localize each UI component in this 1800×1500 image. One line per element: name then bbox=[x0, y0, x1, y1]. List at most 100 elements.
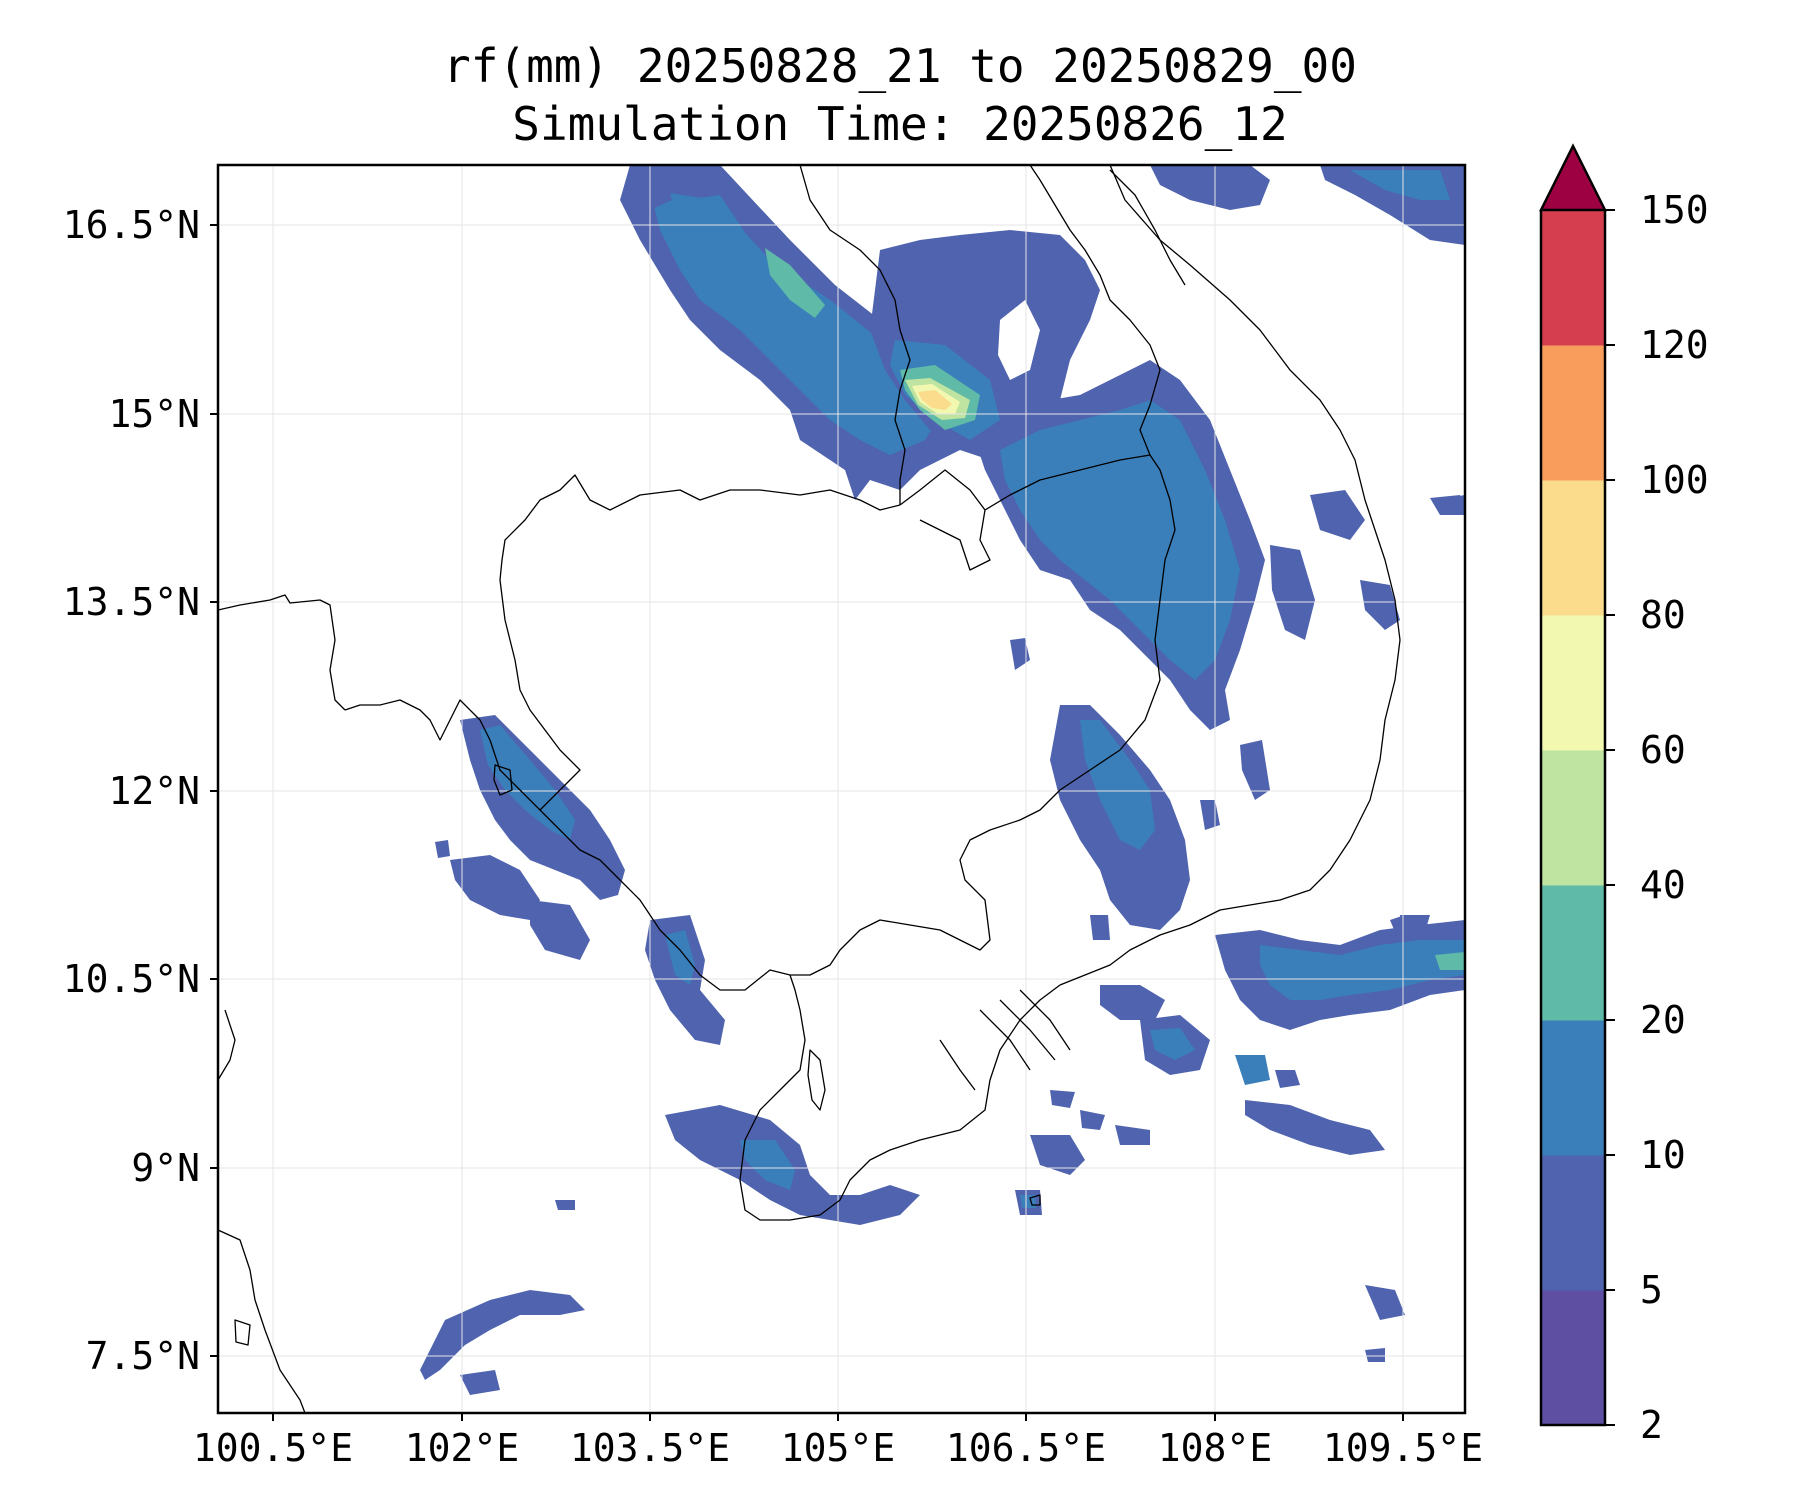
colorbar-segment bbox=[1541, 885, 1605, 1021]
rain-chanthaburi-mid bbox=[480, 725, 575, 840]
rain-highlands-dot bbox=[1010, 638, 1030, 670]
island-phu-quoc bbox=[807, 1049, 826, 1111]
island-con-dao bbox=[1029, 1194, 1041, 1206]
colorbar-segment bbox=[1541, 480, 1605, 616]
y-tick-label: 16.5°N bbox=[62, 203, 200, 247]
border-laos-thailand bbox=[899, 469, 991, 571]
rain-gulf-camau-mid bbox=[740, 1140, 795, 1190]
rain-scs-dot4 bbox=[1080, 1110, 1105, 1130]
y-tick-label: 13.5°N bbox=[62, 580, 200, 624]
colorbar-outline bbox=[1539, 210, 1607, 1427]
x-tick-label: 103.5°E bbox=[569, 1426, 731, 1470]
colorbar-tick-label: 2 bbox=[1640, 1403, 1663, 1447]
rain-laos-white-gap bbox=[998, 300, 1040, 380]
colorbar-tick-label: 20 bbox=[1640, 998, 1686, 1042]
x-tick-marks bbox=[272, 1413, 1404, 1421]
chart-title-line1: rf(mm) 20250828_21 to 20250829_00 bbox=[443, 39, 1357, 93]
colorbar-tick-label: 10 bbox=[1640, 1133, 1686, 1177]
colorbar-segment bbox=[1541, 345, 1605, 481]
border-laos-thailand-north bbox=[799, 165, 911, 505]
rain-ne-dot bbox=[1435, 495, 1465, 512]
colorbar-tick-label: 120 bbox=[1640, 323, 1709, 367]
rain-chanthaburi-south bbox=[530, 900, 590, 960]
border-cambodia-vietnam bbox=[790, 454, 1176, 976]
rain-ne-dot3 bbox=[1365, 1348, 1385, 1362]
colorbar bbox=[1538, 143, 1615, 1427]
colorbar-segment bbox=[1541, 750, 1605, 886]
rain-gulf-band-east bbox=[1030, 1135, 1085, 1175]
delta-channels bbox=[939, 989, 1071, 1091]
coastline-ne-detail bbox=[1109, 169, 1186, 286]
colorbar-segment bbox=[1541, 615, 1605, 751]
rain-coast-dot bbox=[435, 840, 450, 858]
rain-scs-peak bbox=[1435, 952, 1465, 970]
colorbar-tick-label: 5 bbox=[1640, 1268, 1663, 1312]
rain-scs-inner bbox=[1150, 1028, 1195, 1060]
rain-laos-peak bbox=[918, 390, 952, 410]
island-ko-samui bbox=[234, 1319, 251, 1346]
y-tick-label: 9°N bbox=[131, 1146, 200, 1190]
y-tick-label: 12°N bbox=[108, 769, 200, 813]
colorbar-segment bbox=[1541, 210, 1605, 346]
rain-band-nw-peak bbox=[765, 248, 825, 318]
y-tick-label: 15°N bbox=[108, 392, 200, 436]
rain-scs-mid bbox=[1260, 940, 1465, 1000]
border-cambodia-thailand bbox=[499, 474, 901, 811]
rain-highlands-coast2 bbox=[1360, 580, 1400, 630]
x-tick-label: 108°E bbox=[1157, 1426, 1273, 1470]
colorbar-tick-marks bbox=[1605, 209, 1615, 1426]
rain-southern-gulf bbox=[420, 1290, 585, 1380]
colorbar-tick-label: 100 bbox=[1640, 458, 1709, 502]
colorbar-extend-arrow bbox=[1538, 143, 1608, 212]
y-tick-label: 10.5°N bbox=[62, 957, 200, 1001]
x-tick-label: 102°E bbox=[404, 1426, 520, 1470]
map-gridlines bbox=[218, 165, 1465, 1413]
rain-highlands-east2 bbox=[1240, 740, 1270, 800]
rain-scs-dot5 bbox=[1115, 1125, 1150, 1145]
rain-gulf-camau bbox=[665, 1105, 920, 1225]
colorbar-tick-label: 150 bbox=[1640, 188, 1709, 232]
rain-kampot-inner bbox=[665, 930, 695, 985]
colorbar-segment bbox=[1541, 1290, 1605, 1426]
rain-scs-south-band bbox=[1245, 1100, 1385, 1155]
colorbar-tick-label: 40 bbox=[1640, 863, 1686, 907]
border-laos-vietnam bbox=[1029, 165, 1161, 456]
colorbar-tick-label: 80 bbox=[1640, 593, 1686, 637]
rain-scs-dot3 bbox=[1050, 1090, 1075, 1108]
coastline-thailand-west bbox=[218, 1229, 306, 1413]
y-tick-label: 7.5°N bbox=[85, 1334, 200, 1378]
rain-ne-corner-1 bbox=[1150, 165, 1270, 210]
map-frame bbox=[216, 163, 1467, 1415]
colorbar-tick-label: 60 bbox=[1640, 728, 1686, 772]
x-tick-label: 105°E bbox=[780, 1426, 896, 1470]
coastline-vietnam bbox=[1059, 165, 1401, 986]
border-thailand-myanmar bbox=[218, 1009, 236, 1081]
rain-band-nw-patch bbox=[632, 172, 672, 210]
rain-central-highlands-mid bbox=[1000, 400, 1240, 680]
border-laos-cambodia bbox=[984, 454, 1151, 511]
rain-highlands-east bbox=[1270, 545, 1315, 640]
island-koh-kong bbox=[493, 764, 513, 796]
rain-southern-gulf-dot bbox=[460, 1370, 500, 1395]
rain-ne-corner-2-mid bbox=[1350, 170, 1450, 200]
rain-band-nw-inner bbox=[685, 195, 750, 270]
rain-chanthaburi-west bbox=[450, 855, 540, 920]
rain-border-dot2 bbox=[1090, 915, 1110, 940]
rain-scs-dot2 bbox=[1275, 1070, 1300, 1088]
rain-border-mid bbox=[1080, 720, 1155, 850]
map-panel bbox=[218, 165, 1465, 1413]
rain-highlands-coast bbox=[1310, 490, 1365, 540]
rain-ne-dot5 bbox=[1400, 915, 1430, 932]
colorbar-segment bbox=[1541, 1020, 1605, 1156]
rain-scs-dot bbox=[1235, 1055, 1270, 1085]
rain-gulf-dot bbox=[555, 1200, 575, 1210]
coastline-thailand-north bbox=[218, 594, 346, 711]
chart-title-line2: Simulation Time: 20250826_12 bbox=[512, 97, 1288, 151]
coastline-mekong-delta bbox=[739, 974, 1061, 1221]
x-tick-label: 106.5°E bbox=[945, 1426, 1107, 1470]
colorbar-segment bbox=[1541, 1155, 1605, 1291]
coastlines-borders bbox=[218, 165, 1401, 1413]
rain-ne-dot2 bbox=[1365, 1285, 1405, 1320]
rain-scs-west bbox=[1100, 985, 1165, 1020]
